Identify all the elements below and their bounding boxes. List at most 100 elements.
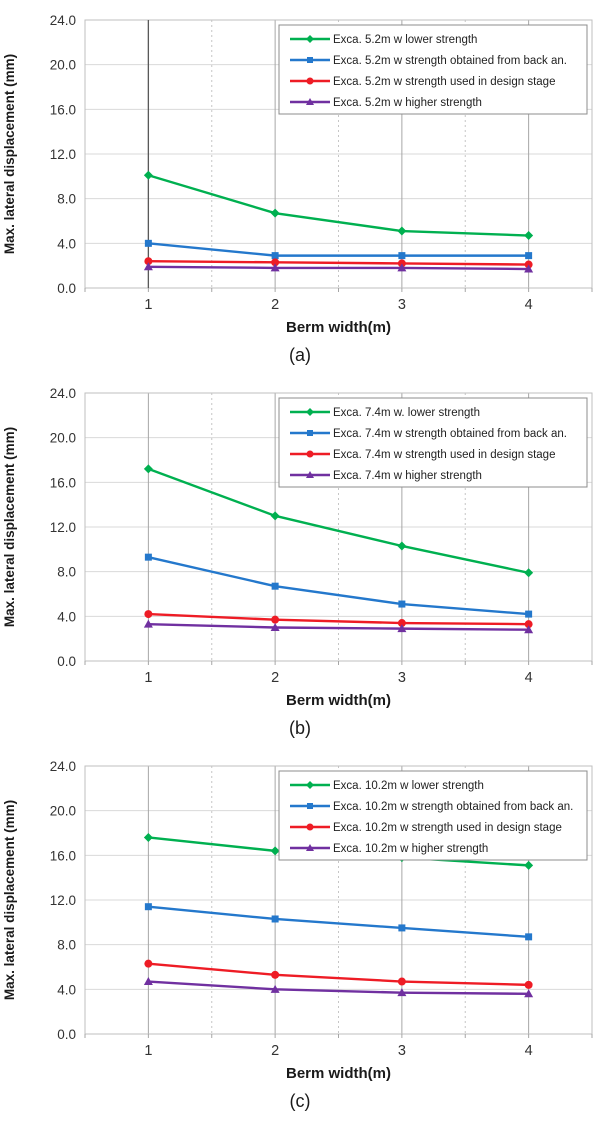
series-line-1 bbox=[147, 555, 530, 616]
y-tick-label: 16.0 bbox=[50, 848, 76, 863]
data-point-circle bbox=[524, 980, 533, 989]
chart-b-canvas: 0.0 4.0 8.0 12.0 16.0 20.0 24.0 1 2 3 4 Berm width(… bbox=[2, 386, 593, 709]
chart-c: 0.0 4.0 8.0 12.0 16.0 20.0 24.0 1 2 3 4 Berm width(… bbox=[0, 752, 600, 1120]
y-axis-title: Max. lateral displacement (mm) bbox=[2, 427, 17, 627]
series-line-3 bbox=[147, 265, 530, 271]
chart-a-canvas: 0.0 4.0 8.0 12.0 16.0 20.0 24.0 1 2 3 4 Berm width(… bbox=[2, 13, 593, 336]
y-tick-label: 8.0 bbox=[57, 565, 76, 580]
data-point-square bbox=[398, 252, 406, 260]
data-point-square bbox=[271, 252, 279, 260]
data-point-square bbox=[525, 933, 533, 941]
series-line-2 bbox=[147, 612, 530, 626]
data-point-circle bbox=[271, 258, 280, 267]
x-axis-title: Berm width(m) bbox=[286, 692, 391, 709]
data-point-diamond bbox=[270, 846, 280, 856]
data-point-triangle bbox=[397, 988, 407, 997]
y-tick-label: 4.0 bbox=[57, 982, 76, 997]
legend-label: Exca. 7.4m w higher strength bbox=[333, 470, 482, 482]
legend-marker-square bbox=[307, 803, 313, 809]
y-tick-label: 8.0 bbox=[57, 192, 76, 207]
legend-label: Exca. 10.2m w strength used in design st… bbox=[333, 822, 562, 834]
legend: Exca. 7.4m w. lower strength Exca. 7.4m w… bbox=[278, 397, 588, 488]
y-tick-label: 20.0 bbox=[50, 58, 76, 73]
data-point-square bbox=[525, 610, 533, 618]
legend-marker-circle bbox=[306, 77, 314, 85]
legend-marker-circle bbox=[306, 450, 314, 458]
x-tick-label: 2 bbox=[271, 1043, 279, 1059]
y-tick-label: 20.0 bbox=[50, 431, 76, 446]
data-point-diamond bbox=[397, 541, 407, 551]
y-tick-label: 12.0 bbox=[50, 147, 76, 162]
x-tick-label: 2 bbox=[271, 297, 279, 313]
data-point-triangle bbox=[397, 624, 407, 633]
x-tick-label: 3 bbox=[398, 297, 406, 313]
data-point-square bbox=[398, 600, 406, 608]
legend-marker-triangle bbox=[306, 471, 314, 478]
series-line-3 bbox=[147, 622, 530, 631]
data-point-square bbox=[144, 903, 152, 911]
data-point-diamond bbox=[524, 568, 534, 578]
legend-label: Exca. 10.2m w higher strength bbox=[333, 843, 488, 855]
legend-label: Exca. 7.4m w strength obtained from back… bbox=[333, 428, 567, 440]
legend-label: Exca. 5.2m w lower strength bbox=[333, 34, 477, 46]
y-tick-label: 16.0 bbox=[50, 475, 76, 490]
legend: Exca. 5.2m w lower strength Exca. 5.2m w … bbox=[278, 24, 588, 115]
y-tick-label: 12.0 bbox=[50, 520, 76, 535]
legend-label: Exca. 7.4m w strength used in design sta… bbox=[333, 449, 555, 461]
y-tick-label: 24.0 bbox=[50, 13, 76, 28]
x-tick-label: 1 bbox=[144, 670, 152, 686]
legend-marker-triangle bbox=[306, 844, 314, 851]
data-point-triangle bbox=[524, 625, 534, 634]
y-tick-label: 16.0 bbox=[50, 102, 76, 117]
y-tick-label: 8.0 bbox=[57, 938, 76, 953]
legend-marker-diamond bbox=[306, 35, 314, 43]
chart-a-caption: (a) bbox=[289, 345, 311, 365]
x-tick-label: 1 bbox=[144, 297, 152, 313]
y-tick-label: 0.0 bbox=[57, 654, 76, 669]
data-point-triangle bbox=[270, 623, 280, 631]
data-point-triangle bbox=[270, 984, 280, 993]
series-line-2 bbox=[147, 962, 530, 987]
data-point-square bbox=[398, 924, 406, 932]
series-line-1 bbox=[147, 242, 530, 257]
data-point-circle bbox=[397, 619, 406, 628]
legend-marker-triangle bbox=[306, 98, 314, 105]
data-point-circle bbox=[397, 977, 406, 986]
data-point-triangle bbox=[397, 263, 407, 272]
data-point-diamond bbox=[397, 226, 407, 236]
y-tick-label: 20.0 bbox=[50, 804, 76, 819]
legend-box bbox=[278, 397, 588, 488]
data-point-square bbox=[525, 252, 533, 260]
data-point-triangle bbox=[270, 263, 280, 272]
series-line-0 bbox=[147, 467, 530, 574]
series-line-3 bbox=[147, 980, 530, 995]
y-tick-label: 12.0 bbox=[50, 893, 76, 908]
legend-label: Exca. 5.2m w higher strength bbox=[333, 97, 482, 109]
data-point-circle bbox=[271, 970, 280, 979]
legend-label: Exca. 7.4m w. lower strength bbox=[333, 407, 480, 419]
x-tick-label: 4 bbox=[525, 297, 533, 313]
data-point-square bbox=[271, 582, 279, 590]
x-tick-label: 2 bbox=[271, 670, 279, 686]
chart-a: 0.0 4.0 8.0 12.0 16.0 20.0 24.0 1 2 3 4 Berm width(… bbox=[0, 6, 600, 374]
data-point-diamond bbox=[143, 464, 153, 474]
data-point-circle bbox=[144, 257, 153, 266]
legend-label: Exca. 5.2m w strength obtained from back… bbox=[333, 55, 567, 67]
data-point-circle bbox=[144, 959, 153, 968]
chart-b-caption: (b) bbox=[289, 718, 311, 738]
data-point-diamond bbox=[524, 231, 534, 241]
data-point-triangle bbox=[143, 619, 153, 628]
x-axis-title: Berm width(m) bbox=[286, 1065, 391, 1082]
legend-marker-circle bbox=[306, 823, 314, 831]
series-line-2 bbox=[147, 260, 530, 266]
x-axis-title: Berm width(m) bbox=[286, 319, 391, 336]
x-tick-label: 4 bbox=[525, 1043, 533, 1059]
data-point-triangle bbox=[143, 977, 153, 986]
legend: Exca. 10.2m w lower strength Exca. 10.2m … bbox=[278, 770, 588, 861]
legend-marker-diamond bbox=[306, 408, 314, 416]
legend-box bbox=[278, 770, 588, 861]
series-line-0 bbox=[147, 174, 530, 237]
data-point-diamond bbox=[270, 208, 280, 218]
chart-c-canvas: 0.0 4.0 8.0 12.0 16.0 20.0 24.0 1 2 3 4 Berm width(… bbox=[2, 759, 593, 1082]
data-point-diamond bbox=[270, 511, 280, 521]
